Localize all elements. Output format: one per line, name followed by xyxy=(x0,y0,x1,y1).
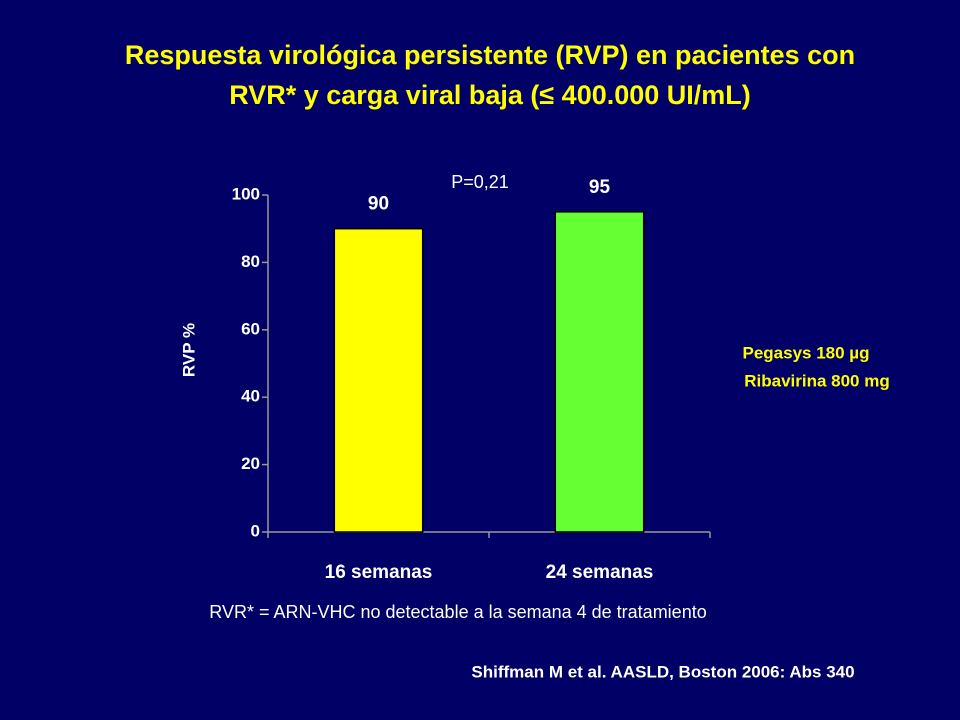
x-tick-label: 24 semanas xyxy=(546,562,654,583)
annotation: P=0,21 xyxy=(451,172,509,192)
x-tick-label: 16 semanas xyxy=(325,562,433,583)
y-tick-label: 20 xyxy=(241,454,260,473)
value-label: 90 xyxy=(368,194,389,215)
chart-title: RVR* y carga viral baja (≤ 400.000 UI/mL… xyxy=(229,80,751,110)
y-tick-label: 40 xyxy=(241,387,260,406)
bar xyxy=(554,211,645,533)
footnote: RVR* = ARN-VHC no detectable a la semana… xyxy=(209,602,706,622)
chart-title: Respuesta virológica persistente (RVP) e… xyxy=(125,40,855,70)
y-tick-label: 100 xyxy=(232,184,260,203)
y-tick-label: 80 xyxy=(241,252,260,271)
value-label: 95 xyxy=(589,177,611,198)
source: Shiffman M et al. AASLD, Boston 2006: Ab… xyxy=(471,662,854,681)
bar xyxy=(333,227,424,533)
y-tick-label: 0 xyxy=(251,521,260,540)
y-tick-label: 60 xyxy=(241,319,260,338)
annotation: Pegasys 180 µg xyxy=(743,343,870,362)
annotation: Ribavirina 800 mg xyxy=(744,371,890,390)
y-axis-label: RVP % xyxy=(179,323,198,377)
